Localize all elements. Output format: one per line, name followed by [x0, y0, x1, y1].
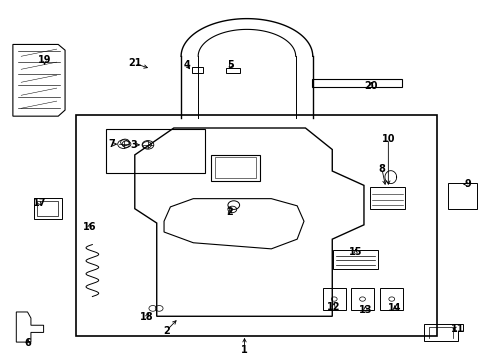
Text: 21: 21: [128, 58, 141, 68]
Text: 10: 10: [381, 134, 394, 144]
Text: 20: 20: [364, 81, 377, 91]
Text: 17: 17: [33, 198, 46, 208]
Text: 8: 8: [378, 164, 385, 174]
Text: 5: 5: [227, 60, 234, 70]
Text: 7: 7: [108, 139, 115, 149]
Text: 19: 19: [38, 55, 51, 65]
Text: 15: 15: [348, 247, 362, 257]
Text: 3: 3: [130, 140, 137, 150]
Text: 16: 16: [82, 222, 96, 232]
Text: 14: 14: [387, 303, 401, 314]
Text: 2: 2: [226, 207, 233, 217]
Text: 11: 11: [450, 324, 464, 334]
Text: 4: 4: [183, 60, 190, 70]
Text: 12: 12: [326, 302, 339, 312]
Text: 9: 9: [464, 179, 470, 189]
Text: 6: 6: [24, 338, 31, 348]
Text: 13: 13: [358, 305, 371, 315]
Text: 1: 1: [241, 345, 247, 355]
Text: 2: 2: [163, 325, 169, 336]
Text: 18: 18: [140, 312, 153, 322]
